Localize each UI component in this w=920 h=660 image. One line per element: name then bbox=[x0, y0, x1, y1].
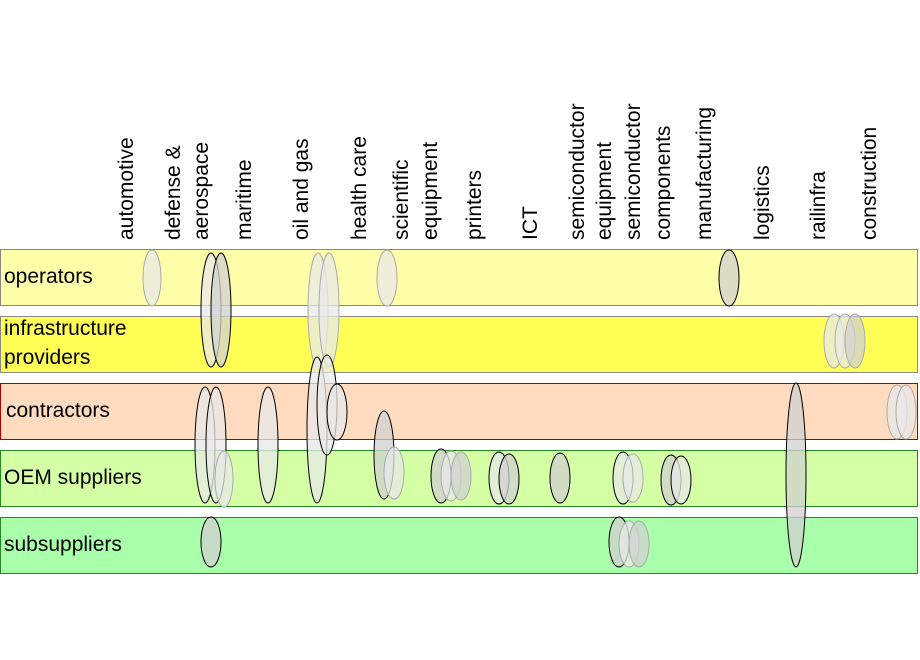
column-label-scientific-equipment-line-1: scientific bbox=[390, 159, 413, 240]
participant-oval bbox=[383, 446, 405, 500]
row-label-infrastructure-providers: infrastructure providers bbox=[4, 317, 127, 369]
column-label-defense-aerospace-line-1: defense & bbox=[162, 145, 185, 240]
participant-oval bbox=[210, 252, 232, 368]
participant-oval bbox=[670, 455, 692, 505]
column-label-manufacturing: manufacturing bbox=[693, 106, 716, 240]
column-label-semiconductor-equipment-line-1: semiconductor bbox=[566, 103, 589, 240]
row-label-contractors: contractors bbox=[6, 399, 110, 422]
column-label-semiconductor-components-line-1: semiconductor bbox=[622, 103, 645, 240]
participant-oval bbox=[498, 453, 520, 505]
row-label-operators: operators bbox=[4, 265, 93, 288]
participant-oval bbox=[200, 516, 222, 568]
participant-oval bbox=[142, 249, 162, 307]
column-label-defense-aerospace-line-2: aerospace bbox=[190, 141, 213, 240]
participant-oval bbox=[214, 450, 234, 508]
column-label-maritime: maritime bbox=[233, 159, 256, 240]
row-band-contractors bbox=[0, 383, 918, 440]
participant-oval bbox=[257, 386, 279, 504]
column-label-logistics: logistics bbox=[751, 165, 774, 240]
participant-oval bbox=[785, 382, 807, 568]
participant-oval bbox=[450, 451, 472, 501]
participant-oval bbox=[895, 384, 917, 440]
row-band-infrastructure-providers bbox=[0, 316, 918, 373]
participant-oval bbox=[844, 313, 866, 369]
participant-oval bbox=[318, 252, 340, 368]
row-label-oem-suppliers: OEM suppliers bbox=[4, 466, 142, 489]
column-label-oil-gas: oil and gas bbox=[290, 138, 313, 240]
column-label-semiconductor-components-line-2: components bbox=[652, 125, 675, 240]
column-label-construction: construction bbox=[858, 126, 881, 240]
participant-oval bbox=[326, 383, 348, 441]
column-label-automotive: automotive bbox=[115, 137, 138, 240]
participant-oval bbox=[376, 249, 398, 307]
row-band-subsuppliers bbox=[0, 517, 918, 574]
participant-oval bbox=[622, 453, 644, 503]
column-label-scientific-equipment-line-2: equipment bbox=[419, 141, 442, 240]
participant-oval bbox=[628, 520, 650, 568]
column-label-semiconductor-equipment-line-2: equipment bbox=[593, 141, 616, 240]
column-label-railinfra: railinfra bbox=[807, 171, 830, 240]
column-label-health-care: health care bbox=[348, 136, 371, 240]
column-label-printers: printers bbox=[463, 169, 486, 240]
row-label-subsuppliers: subsuppliers bbox=[4, 533, 122, 556]
column-label-ict: ICT bbox=[519, 206, 542, 240]
participant-oval bbox=[549, 452, 571, 504]
participant-oval bbox=[718, 249, 740, 307]
